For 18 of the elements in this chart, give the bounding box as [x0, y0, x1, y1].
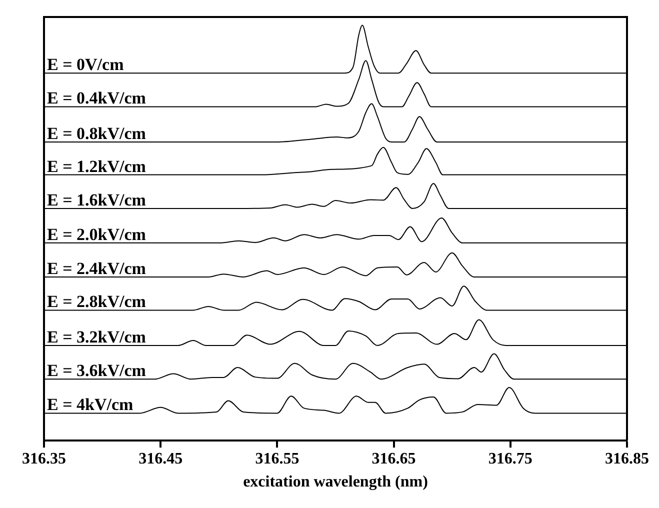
x-tick-label: 316.55 — [255, 450, 300, 468]
x-tick-label: 316.65 — [372, 450, 416, 468]
x-axis-title: excitation wavelength (nm) — [243, 474, 428, 491]
series-label: E = 4kV/cm — [47, 395, 134, 414]
series-label: E = 3.6kV/cm — [47, 361, 146, 380]
series-label: E = 1.6kV/cm — [47, 190, 146, 210]
series-label: E = 2.0kV/cm — [47, 224, 146, 244]
series-label: E = 0.8kV/cm — [47, 124, 146, 144]
series-label: E = 1.2kV/cm — [47, 156, 146, 176]
series-label: E = 0V/cm — [47, 55, 124, 74]
x-tick-label: 316.35 — [22, 450, 66, 468]
series-label: E = 2.4kV/cm — [47, 258, 146, 278]
x-tick-label: 316.45 — [138, 450, 183, 468]
x-tick-label: 316.75 — [488, 450, 532, 468]
x-tick-label: 316.85 — [605, 450, 649, 468]
series-label: E = 3.2kV/cm — [47, 328, 146, 346]
series-label: E = 0.4kV/cm — [47, 88, 146, 108]
series-label: E = 2.8kV/cm — [47, 292, 146, 312]
